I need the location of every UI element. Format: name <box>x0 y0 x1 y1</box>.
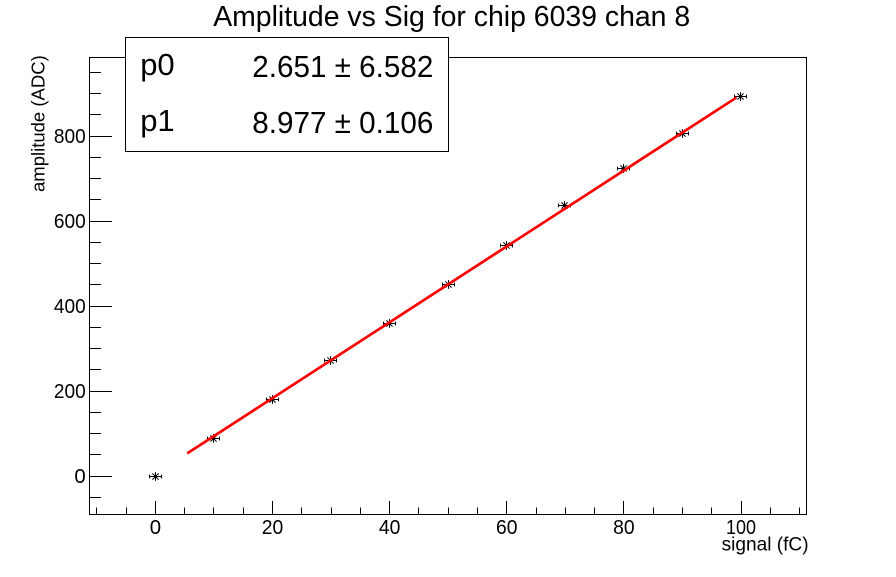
svg-text:800: 800 <box>54 126 86 148</box>
svg-text:0: 0 <box>150 517 161 539</box>
svg-text:20: 20 <box>262 517 284 539</box>
svg-text:2.651 ± 6.582: 2.651 ± 6.582 <box>252 49 433 84</box>
svg-text:amplitude (ADC): amplitude (ADC) <box>27 55 48 192</box>
svg-text:p0: p0 <box>140 47 174 82</box>
svg-text:80: 80 <box>613 517 635 539</box>
svg-text:400: 400 <box>54 296 86 318</box>
svg-text:signal (fC): signal (fC) <box>722 534 809 555</box>
svg-text:600: 600 <box>54 211 86 233</box>
svg-text:Amplitude vs Sig for chip 6039: Amplitude vs Sig for chip 6039 chan 8 <box>213 1 690 33</box>
svg-text:8.977 ± 0.106: 8.977 ± 0.106 <box>252 105 433 140</box>
svg-text:p1: p1 <box>140 103 174 138</box>
svg-text:60: 60 <box>496 517 518 539</box>
svg-text:40: 40 <box>379 517 401 539</box>
svg-text:200: 200 <box>54 381 86 403</box>
svg-text:100: 100 <box>726 517 756 539</box>
svg-text:0: 0 <box>74 466 85 488</box>
